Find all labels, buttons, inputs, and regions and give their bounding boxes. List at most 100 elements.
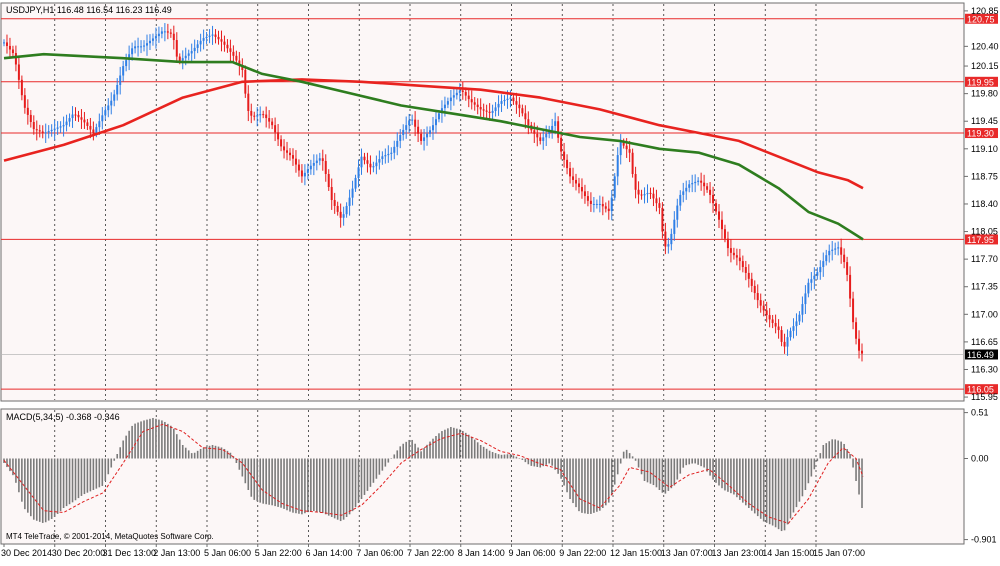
x-tick-label: 13 Jan 23:00 [712,548,764,558]
candle-body [485,110,488,112]
candle-body [32,122,35,130]
candle-body [300,170,303,177]
candle-body [256,115,259,117]
candle-body [509,97,512,99]
candle-body [396,140,399,147]
candle-body [783,341,786,347]
candle-body [193,47,196,52]
candle-body [706,186,709,190]
macd-bar [837,440,839,459]
macd-bar [414,443,416,459]
candle-body [476,104,479,108]
candle-body [321,158,324,162]
candle-body [35,129,38,131]
macd-bar [80,458,83,496]
macd-values: -0.368 -0.346 [66,412,120,422]
candle-body [780,330,783,342]
candle-body [294,158,297,165]
macd-bar [411,439,413,459]
candle-body [822,261,825,268]
candle-body [95,127,98,134]
candle-body [753,285,756,294]
level-tag-label: 120.75 [967,14,995,24]
macd-bar [134,423,136,459]
macd-bar [753,458,756,514]
macd-bar [226,450,229,459]
macd-label: MACD(5,34,5) [6,412,64,422]
macd-bar [488,450,491,459]
macd-bar [387,458,390,463]
macd-bar [77,458,80,499]
macd-bar [140,421,142,459]
candle-body [741,261,744,268]
macd-bar [515,456,518,459]
candle-body [3,42,5,44]
macd-bar [506,454,509,459]
candle-body [289,152,292,156]
candle-body [283,146,286,151]
candle-body [554,121,557,126]
macd-bar [74,458,77,501]
macd-bar [301,458,303,515]
price-panel-frame[interactable] [0,2,965,402]
candle-body [464,92,467,96]
macd-bar [762,458,765,522]
macd-bar [104,458,107,481]
candle-body [116,84,119,95]
candle-body [628,149,631,153]
candle-body [682,191,685,195]
level-tag [965,234,998,245]
macd-bar [470,436,473,459]
candle-body [47,131,50,133]
candle-body [68,118,71,122]
macd-bar [238,458,241,470]
candle-body [232,51,235,56]
candle-body [369,163,372,168]
macd-bar [718,458,720,486]
candle-body [667,244,670,247]
candle-body [670,233,673,245]
candle-body [181,58,184,61]
macd-bar [318,458,321,513]
macd-bar [599,458,601,511]
macd-bar [643,458,646,481]
macd-bar [512,455,515,459]
candle-body [691,183,694,185]
macd-bar [196,450,199,459]
macd-bar [491,452,494,459]
macd-bar [587,458,589,514]
macd-bar [563,458,565,486]
macd-bar [819,453,822,459]
candle-body [452,95,455,98]
macd-bar [363,458,366,495]
candle-body [810,279,813,283]
macd-axis: 0.51 0.00 -0.901 [964,408,997,545]
macd-bar [155,418,157,459]
macd-bar [342,458,345,520]
macd-bar [211,445,214,459]
macd-panel-frame[interactable] [0,408,965,545]
macd-bar [289,458,291,512]
macd-bar [822,445,825,459]
macd-bar [327,458,330,516]
level-tag-label: 119.30 [967,129,994,139]
candle-body [137,46,140,48]
macd-bar [360,458,363,499]
macd-bar [625,449,628,459]
candle-body [41,131,44,133]
y-tick-label: 118.40 [971,199,998,209]
macd-bar [339,458,342,522]
macd-bar [813,458,816,470]
macd-bar [861,458,863,508]
candle-body [831,249,834,251]
macd-bar [420,451,422,459]
macd-bar [804,458,807,490]
y-tick-label: 120.85 [971,6,999,16]
candle-body [557,121,560,138]
macd-bar [366,458,369,491]
macd-bar [610,458,613,495]
macd-bar [286,458,288,511]
level-tag-label: 117.95 [967,235,994,245]
candle-body [434,119,437,126]
